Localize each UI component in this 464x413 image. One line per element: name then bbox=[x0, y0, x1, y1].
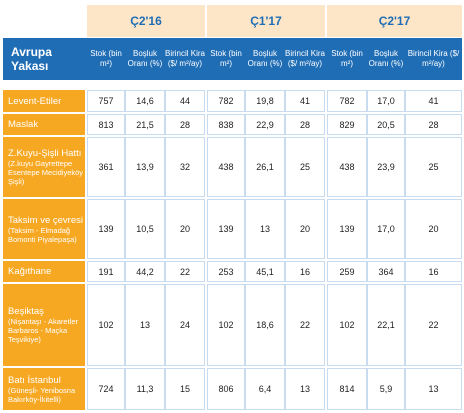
cell: 102 bbox=[87, 284, 125, 366]
cell: 259 bbox=[327, 261, 367, 282]
row-label: Taksim ve çevresi (Taksim - Elmadağ Bomon… bbox=[3, 199, 85, 259]
period-header: Ç2'16 bbox=[87, 5, 205, 37]
cell: 438 bbox=[327, 137, 367, 197]
cell: 102 bbox=[327, 284, 367, 366]
cell: 44,2 bbox=[125, 261, 165, 282]
cell: 814 bbox=[327, 368, 367, 410]
cell: 16 bbox=[285, 261, 325, 282]
cell: 6,4 bbox=[245, 368, 285, 410]
row-label: Z.Kuyu-Şişli Hattı (Z.kuyu Gayrettepe Ese… bbox=[3, 137, 85, 197]
column-header: Stok (bin m²) bbox=[207, 38, 245, 80]
cell: 364 bbox=[367, 261, 405, 282]
cell: 5,9 bbox=[367, 368, 405, 410]
cell: 139 bbox=[207, 199, 245, 259]
row-name: Taksim ve çevresi bbox=[8, 214, 83, 226]
cell: 32 bbox=[165, 137, 205, 197]
cell: 20 bbox=[405, 199, 462, 259]
cell: 191 bbox=[87, 261, 125, 282]
cell: 13 bbox=[405, 368, 462, 410]
period-header: Ç2'17 bbox=[327, 5, 462, 37]
row-subtitle: (Taksim - Elmadağ Bomonti Piyalepaşa) bbox=[8, 225, 77, 244]
cell: 813 bbox=[87, 114, 125, 135]
period-header: Ç1'17 bbox=[207, 5, 325, 37]
row-label: Maslak bbox=[3, 114, 85, 135]
cell: 22,1 bbox=[367, 284, 405, 366]
column-header: Boşluk Oranı (%) bbox=[245, 38, 285, 80]
cell: 19,8 bbox=[245, 90, 285, 112]
row-subtitle: (Güneşli- Yenibosna Bakırköy-İkitelli) bbox=[8, 385, 76, 404]
cell: 139 bbox=[87, 199, 125, 259]
cell: 253 bbox=[207, 261, 245, 282]
cell: 17,0 bbox=[367, 90, 405, 112]
column-header: Boşluk Oranı (%) bbox=[125, 38, 165, 80]
cell: 102 bbox=[207, 284, 245, 366]
cell: 10,5 bbox=[125, 199, 165, 259]
row-label: Levent-Etiler bbox=[3, 90, 85, 112]
cell: 757 bbox=[87, 90, 125, 112]
cell: 20 bbox=[285, 199, 325, 259]
cell: 28 bbox=[285, 114, 325, 135]
row-label: Beşiktaş (Nişantaşı - Akaretler Barbaros … bbox=[3, 284, 85, 366]
cell: 17,0 bbox=[367, 199, 405, 259]
cell: 14,6 bbox=[125, 90, 165, 112]
cell: 24 bbox=[165, 284, 205, 366]
cell: 829 bbox=[327, 114, 367, 135]
cell: 28 bbox=[405, 114, 462, 135]
cell: 45,1 bbox=[245, 261, 285, 282]
column-header: Birincil Kira ($/ m²/ay) bbox=[165, 38, 205, 80]
cell: 21,5 bbox=[125, 114, 165, 135]
cell: 22 bbox=[285, 284, 325, 366]
row-name: Levent-Etiler bbox=[8, 95, 62, 107]
cell: 806 bbox=[207, 368, 245, 410]
row-name: Maslak bbox=[8, 119, 39, 130]
cell: 20 bbox=[165, 199, 205, 259]
cell: 28 bbox=[165, 114, 205, 135]
cell: 41 bbox=[285, 90, 325, 112]
cell: 139 bbox=[327, 199, 367, 259]
row-subtitle: (Z.kuyu Gayrettepe Esentepe Mecidiyeköy … bbox=[8, 159, 84, 186]
region-header: Avrupa Yakası bbox=[3, 38, 87, 80]
row-name: Beşiktaş bbox=[8, 306, 44, 317]
cell: 16 bbox=[405, 261, 462, 282]
row-subtitle: (Nişantaşı - Akaretler Barbaros - Maçka … bbox=[8, 317, 79, 344]
cell: 782 bbox=[207, 90, 245, 112]
cell: 41 bbox=[405, 90, 462, 112]
row-label: Batı İstanbul (Güneşli- Yenibosna Bakırkö… bbox=[3, 368, 85, 410]
cell: 15 bbox=[165, 368, 205, 410]
row-name: Z.Kuyu-Şişli Hattı bbox=[8, 148, 82, 159]
row-name: Kağıthane bbox=[8, 266, 52, 277]
cell: 361 bbox=[87, 137, 125, 197]
cell: 22,9 bbox=[245, 114, 285, 135]
cell: 13 bbox=[285, 368, 325, 410]
cell: 25 bbox=[285, 137, 325, 197]
cell: 13,9 bbox=[125, 137, 165, 197]
cell: 22 bbox=[405, 284, 462, 366]
cell: 438 bbox=[207, 137, 245, 197]
cell: 18,6 bbox=[245, 284, 285, 366]
column-header: Stok (bin m²) bbox=[87, 38, 125, 80]
cell: 20,5 bbox=[367, 114, 405, 135]
cell: 724 bbox=[87, 368, 125, 410]
cell: 782 bbox=[327, 90, 367, 112]
cell: 26,1 bbox=[245, 137, 285, 197]
cell: 22 bbox=[165, 261, 205, 282]
cell: 25 bbox=[405, 137, 462, 197]
column-header: Birincil Kira ($/ m²/ay) bbox=[285, 38, 325, 80]
header-gap bbox=[325, 38, 327, 80]
cell: 11,3 bbox=[125, 368, 165, 410]
cell: 23,9 bbox=[367, 137, 405, 197]
cell: 13 bbox=[245, 199, 285, 259]
column-header: Birincil Kira ($/ m²/ay) bbox=[405, 38, 462, 80]
cell: 44 bbox=[165, 90, 205, 112]
row-label: Kağıthane bbox=[3, 261, 85, 282]
row-name: Batı İstanbul bbox=[8, 374, 61, 386]
column-header: Boşluk Oranı (%) bbox=[367, 38, 405, 80]
header-gap bbox=[205, 38, 207, 80]
cell: 13 bbox=[125, 284, 165, 366]
column-header: Stok (bin m²) bbox=[327, 38, 367, 80]
cell: 838 bbox=[207, 114, 245, 135]
